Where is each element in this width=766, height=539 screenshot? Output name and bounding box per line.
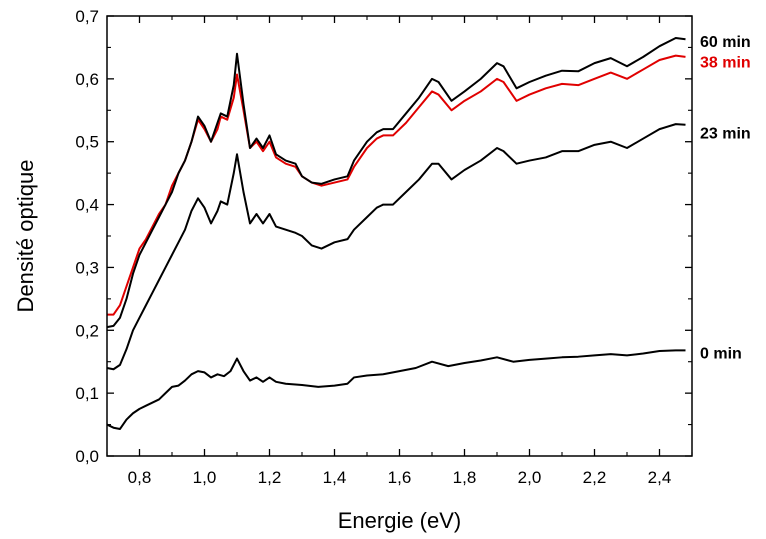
series-lines — [106, 37, 686, 430]
x-axis-title: Energie (eV) — [338, 508, 462, 533]
series-label-3: 60 min — [700, 34, 751, 51]
series-line-1 — [106, 123, 686, 371]
axis-ticks — [106, 15, 693, 457]
plot-frame — [106, 15, 693, 457]
series-line-0 — [106, 349, 686, 430]
y-tick-label: 0,4 — [75, 196, 99, 215]
x-tick-label: 1,0 — [193, 468, 217, 487]
x-tick-label: 2,0 — [518, 468, 542, 487]
series-line-3 — [106, 37, 686, 329]
y-tick-label: 0,7 — [75, 7, 99, 26]
y-tick-label: 0,0 — [75, 447, 99, 466]
series-line-2 — [107, 54, 686, 316]
y-tick-label: 0,6 — [75, 70, 99, 89]
y-tick-label: 0,3 — [75, 258, 99, 277]
x-tick-label: 0,8 — [128, 468, 152, 487]
x-tick-label: 1,4 — [323, 468, 347, 487]
axis-tick-labels: 0,8 1,0 1,2 1,4 1,6 1,8 2,0 2,2 2,4 0,0 0,1 0,2 0,3 0… — [75, 7, 671, 487]
x-tick-label: 1,2 — [258, 468, 282, 487]
series-label-0: 0 min — [700, 345, 742, 362]
y-tick-label: 0,5 — [75, 133, 99, 152]
series-label-1: 23 min — [700, 125, 751, 142]
x-tick-label: 2,4 — [648, 468, 672, 487]
y-tick-label: 0,2 — [75, 321, 99, 340]
y-tick-label: 0,1 — [75, 384, 99, 403]
x-tick-label: 1,8 — [453, 468, 477, 487]
x-tick-label: 2,2 — [583, 468, 607, 487]
series-label-2: 38 min — [700, 54, 751, 71]
series-labels: 0 min 23 min 38 min 60 min — [700, 34, 751, 362]
x-tick-label: 1,6 — [388, 468, 412, 487]
y-axis-title: Densité optique — [13, 160, 38, 313]
